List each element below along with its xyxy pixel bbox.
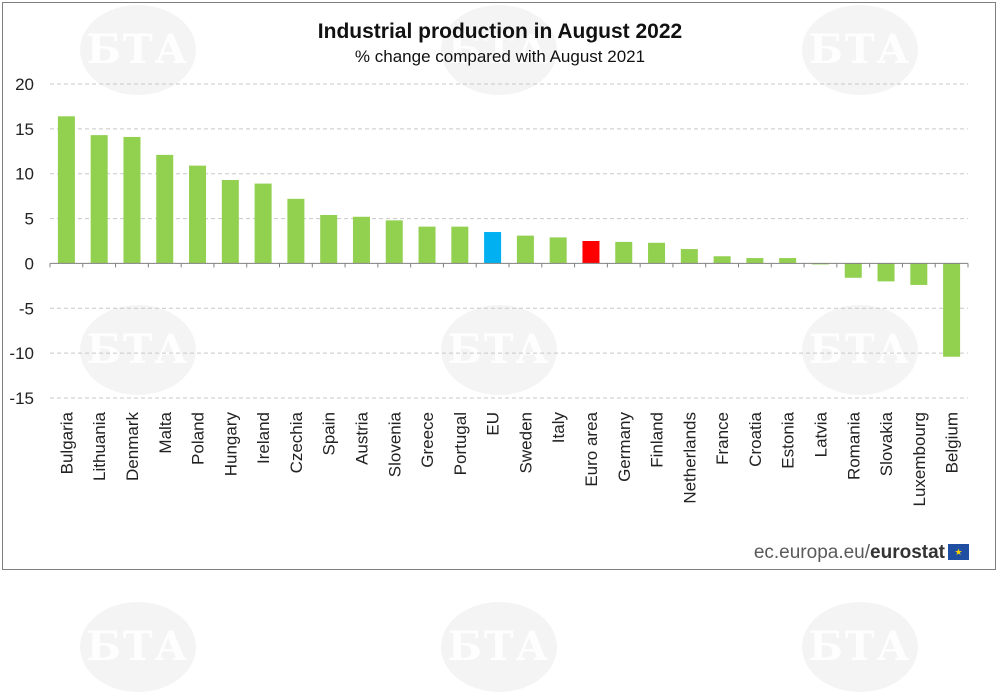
x-tick-label: Bulgaria [57, 411, 76, 474]
bar [221, 179, 239, 264]
x-tick-label: Greece [418, 412, 437, 468]
watermark: БТА [441, 305, 557, 395]
x-tick-label: Romania [844, 411, 863, 480]
source-prefix: ec.europa.eu/ [753, 542, 871, 563]
x-tick-label: Slovenia [385, 411, 404, 477]
bar [90, 135, 108, 264]
bar [385, 220, 403, 264]
watermark: БТА [802, 602, 918, 692]
x-tick-label: Luxembourg [910, 412, 929, 507]
watermark: БТА [441, 5, 557, 95]
bar [713, 256, 731, 264]
bar [320, 214, 338, 264]
x-tick-label: Belgium [943, 412, 962, 473]
x-tick-label: Italy [549, 412, 568, 444]
bar [484, 232, 502, 264]
bar [582, 241, 600, 264]
watermark: БТА [80, 602, 196, 692]
chart-title: Industrial production in August 2022 [317, 20, 683, 43]
source-brand: eurostat [870, 542, 945, 563]
bar [680, 249, 698, 264]
x-tick-label: Lithuania [90, 411, 109, 481]
x-tick-label: Germany [615, 412, 634, 482]
bar [746, 258, 764, 264]
x-tick-label: Malta [156, 411, 175, 453]
chart-subtitle: % change compared with August 2021 [354, 47, 646, 66]
y-tick-label: 10 [15, 165, 34, 184]
x-tick-label: Spain [320, 412, 339, 455]
x-tick-label: Austria [352, 411, 371, 464]
bar [189, 165, 207, 264]
bar [156, 154, 174, 264]
bar [910, 263, 928, 285]
y-tick-label: 0 [25, 254, 34, 273]
x-tick-label: France [713, 412, 732, 465]
eu-flag-icon: ★ [948, 544, 969, 560]
x-tick-label: Poland [189, 412, 208, 465]
y-tick-label: -15 [9, 389, 34, 408]
source-credit: ec.europa.eu/eurostat [754, 542, 945, 564]
bar [254, 183, 272, 264]
x-tick-label: Estonia [779, 411, 798, 468]
x-tick-label: Euro area [582, 411, 601, 486]
bar [418, 226, 436, 264]
y-tick-label: 15 [15, 120, 34, 139]
bar [943, 263, 961, 357]
x-tick-label: Portugal [451, 412, 470, 475]
bar [352, 216, 370, 264]
x-tick-label: Finland [648, 412, 667, 468]
y-tick-label: -5 [19, 299, 34, 318]
x-tick-label: Slovakia [877, 411, 896, 476]
x-tick-label: Hungary [221, 412, 240, 477]
bar [451, 226, 469, 264]
watermark: БТА [80, 5, 196, 95]
x-tick-label: Croatia [746, 411, 765, 466]
y-tick-label: -10 [9, 344, 34, 363]
bar [123, 136, 141, 264]
x-tick-label: Sweden [516, 412, 535, 473]
bar [549, 237, 567, 264]
x-tick-label: Ireland [254, 412, 273, 464]
x-tick-label: Denmark [123, 412, 142, 481]
x-tick-label: EU [484, 412, 503, 436]
bar [844, 263, 862, 278]
y-tick-label: 5 [25, 210, 34, 229]
watermark: БТА [80, 305, 196, 395]
chart-frame [2, 2, 996, 570]
bar [57, 116, 75, 264]
bar [287, 198, 305, 264]
x-tick-label: Czechia [287, 411, 306, 473]
x-tick-label: Netherlands [680, 412, 699, 504]
bar [516, 235, 534, 264]
bar [877, 263, 895, 282]
watermark: БТА [802, 305, 918, 395]
watermark: БТА [802, 5, 918, 95]
bar [615, 241, 633, 264]
bar [779, 258, 797, 264]
y-tick-label: 20 [15, 75, 34, 94]
watermark: БТА [441, 602, 557, 692]
bar [648, 242, 666, 264]
x-tick-label: Latvia [811, 411, 830, 457]
